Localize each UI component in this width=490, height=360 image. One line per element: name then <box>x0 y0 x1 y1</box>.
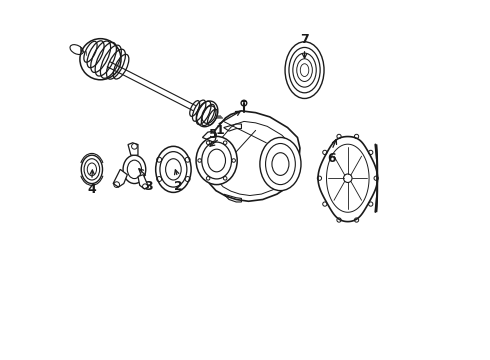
Text: 3: 3 <box>144 180 153 193</box>
Text: 5: 5 <box>209 127 218 140</box>
Text: 2: 2 <box>174 180 183 193</box>
Ellipse shape <box>123 155 146 184</box>
Ellipse shape <box>156 146 191 192</box>
Ellipse shape <box>196 136 237 185</box>
Polygon shape <box>128 143 138 155</box>
Text: 1: 1 <box>216 124 224 137</box>
Text: 6: 6 <box>327 152 336 165</box>
Text: 4: 4 <box>88 183 96 196</box>
Ellipse shape <box>260 138 301 191</box>
Ellipse shape <box>81 155 102 184</box>
Polygon shape <box>138 175 148 189</box>
Text: 7: 7 <box>300 33 309 46</box>
Polygon shape <box>113 169 127 187</box>
